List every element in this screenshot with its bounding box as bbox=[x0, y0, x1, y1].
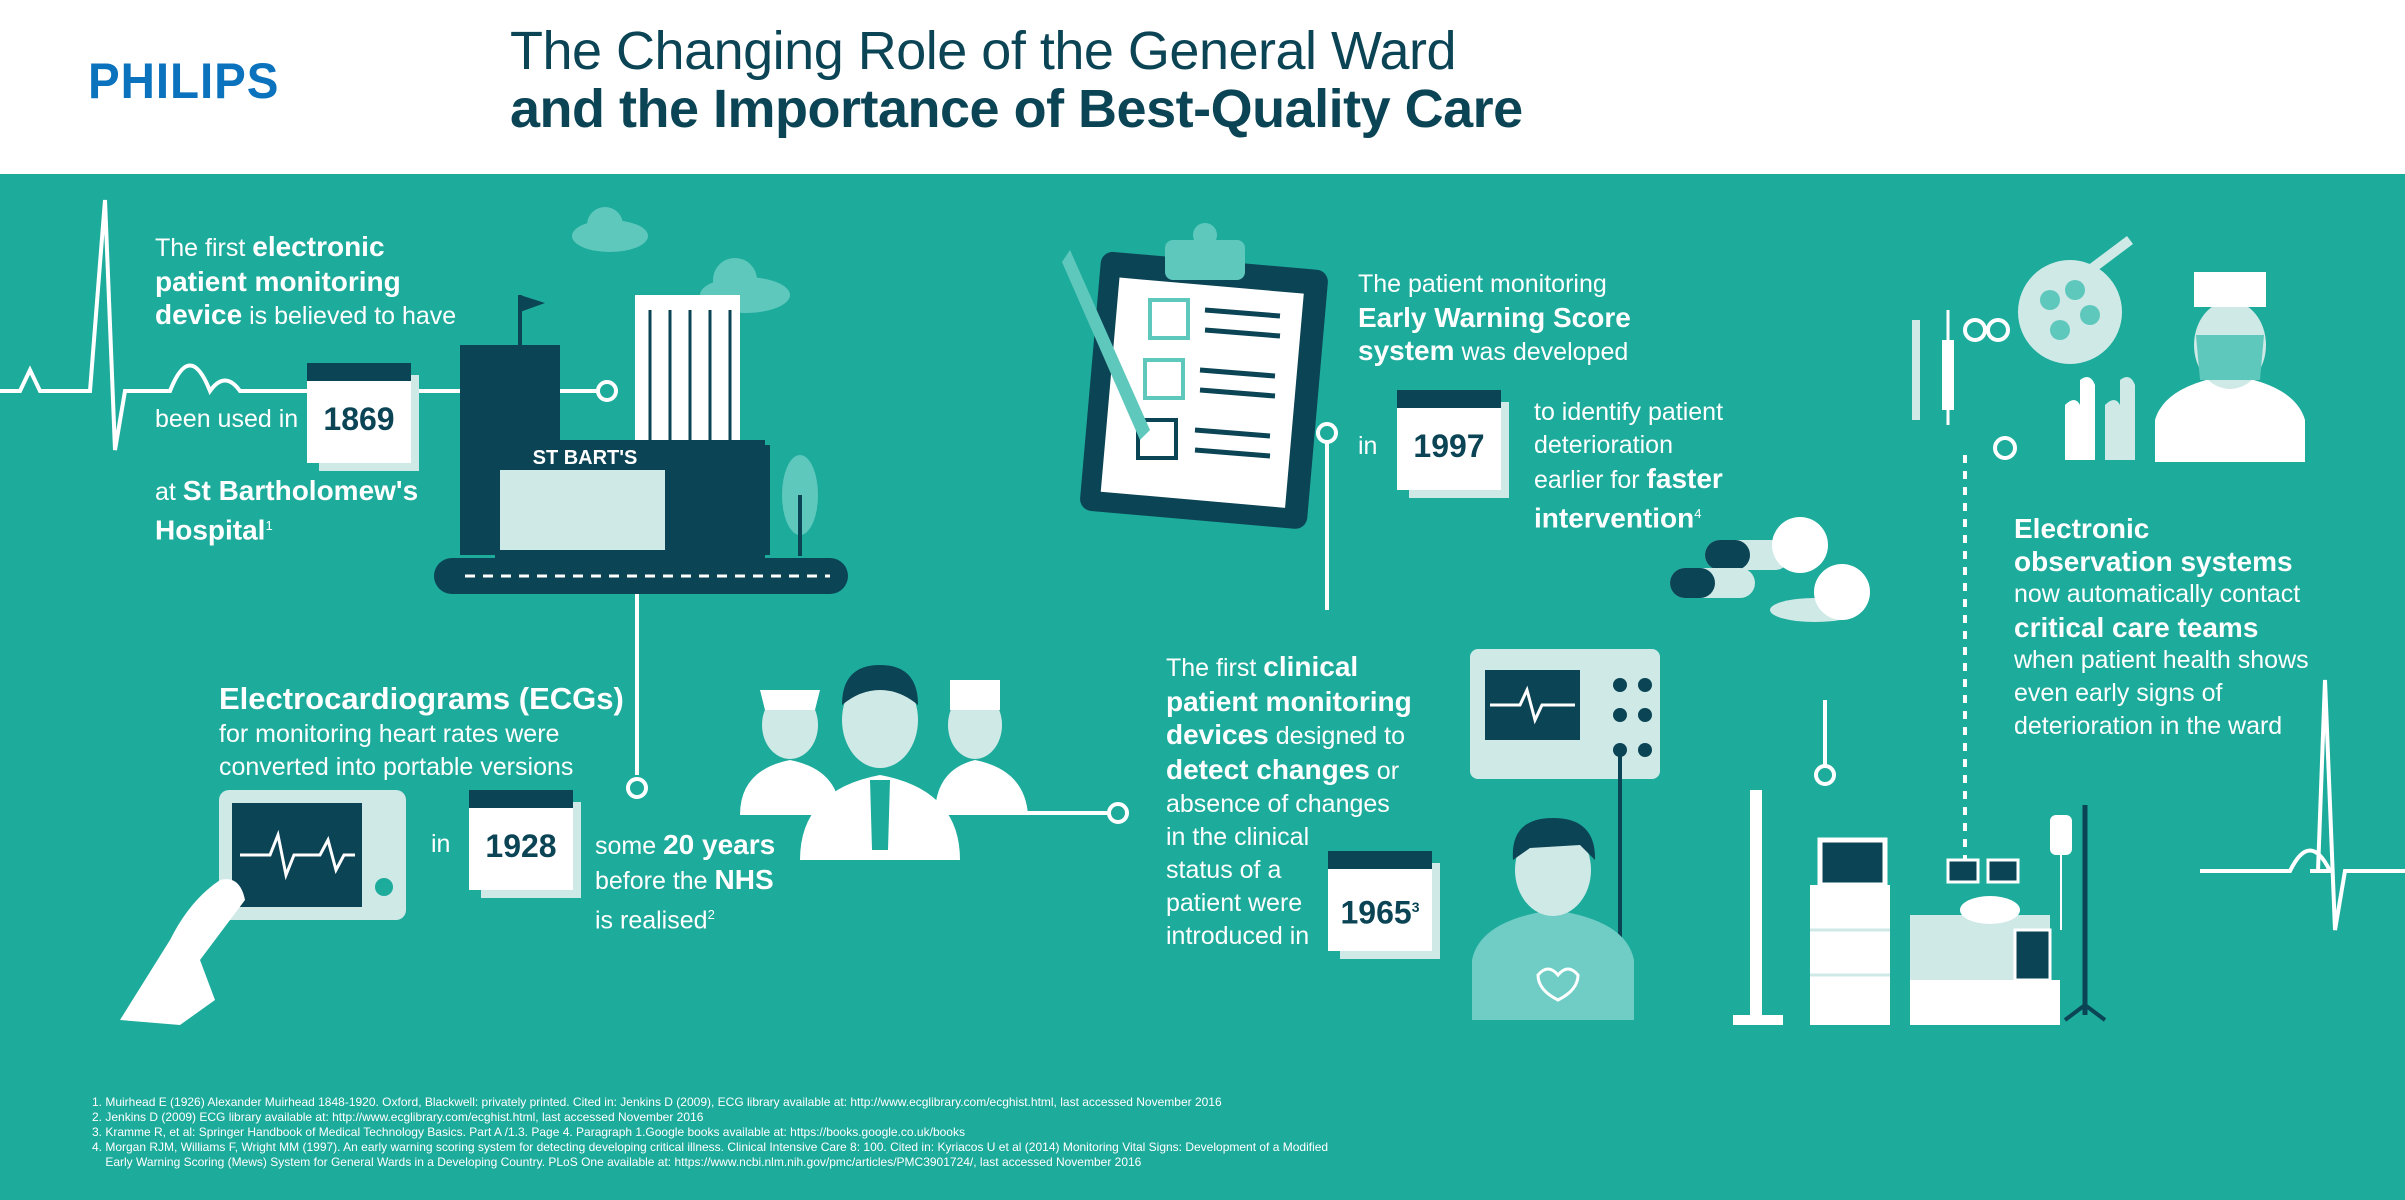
footnote-ref: 4 bbox=[1694, 506, 1702, 521]
text: at bbox=[155, 478, 183, 506]
year: 1965 bbox=[1340, 894, 1412, 931]
title-line-1: The Changing Role of the General Ward bbox=[510, 21, 1457, 81]
year-1869-calendar: 1869 bbox=[307, 363, 411, 463]
text: clinical bbox=[1263, 651, 1359, 682]
year-1997-calendar: 1997 bbox=[1397, 390, 1501, 490]
in-label: in bbox=[431, 830, 451, 858]
year-1928-calendar: 1928 bbox=[469, 790, 573, 890]
hospital-sign: ST BART'S bbox=[532, 447, 638, 469]
text: intervention bbox=[1534, 502, 1695, 534]
ews-purpose-text: to identify patient deterioration earlie… bbox=[1534, 396, 1723, 536]
event-1997-text: The patient monitoring Early Warning Sco… bbox=[1358, 268, 1631, 369]
text: earlier for bbox=[1534, 466, 1647, 494]
text: to identify patient bbox=[1534, 398, 1724, 426]
text: absence of changes bbox=[1166, 790, 1390, 818]
text: detect changes bbox=[1166, 754, 1370, 785]
nhs-text: some 20 years before the NHS is realised… bbox=[595, 828, 775, 937]
text: now automatically contact bbox=[2014, 580, 2301, 608]
text: device bbox=[155, 299, 243, 330]
text: devices bbox=[1166, 719, 1269, 750]
text: The patient monitoring bbox=[1358, 270, 1607, 298]
footnote: 1. Muirhead E (1926) Alexander Muirhead … bbox=[92, 1095, 1222, 1109]
text: designed to bbox=[1268, 722, 1405, 750]
year-1965-calendar: 19653 bbox=[1328, 851, 1432, 951]
text: in the clinical bbox=[1166, 823, 1310, 851]
title-line-2: and the Importance of Best-Quality Care bbox=[510, 79, 1523, 139]
text: is believed to have bbox=[242, 302, 457, 330]
header: PHILIPS The Changing Role of the General… bbox=[0, 0, 2405, 174]
text: faster bbox=[1646, 463, 1723, 494]
text: even early signs of bbox=[2014, 679, 2223, 707]
nurse-figure-icon bbox=[1472, 818, 1634, 1020]
text: critical care teams bbox=[2014, 612, 2259, 643]
portable-ecg-monitor-icon bbox=[120, 790, 406, 1025]
text: or bbox=[1369, 757, 1400, 785]
text: patient monitoring bbox=[155, 266, 401, 297]
text: when patient health shows bbox=[2014, 646, 2309, 674]
been-used-in: been used in bbox=[155, 405, 299, 433]
clipboard-icon bbox=[1062, 223, 1338, 610]
text: introduced in bbox=[1166, 922, 1310, 950]
event-1869-text: The first electronic patient monitoring … bbox=[155, 230, 456, 333]
illustration bbox=[0, 199, 2405, 1025]
footnote: 2. Jenkins D (2009) ECG library availabl… bbox=[92, 1110, 704, 1124]
hospital-building-icon bbox=[434, 295, 848, 799]
text: 20 years bbox=[663, 829, 776, 860]
text: status of a bbox=[1166, 856, 1282, 884]
text: patient monitoring bbox=[1166, 686, 1412, 717]
text: Electronic bbox=[2014, 513, 2150, 544]
footnote-ref: 3 bbox=[1411, 899, 1420, 915]
philips-logo: PHILIPS bbox=[88, 53, 280, 109]
ecg-line-left bbox=[0, 199, 2405, 931]
text: NHS bbox=[714, 864, 774, 895]
text: The first bbox=[155, 234, 253, 262]
electronic-observation-text: Electronic observation systems now autom… bbox=[2014, 512, 2309, 743]
text: Electrocardiograms (ECGs) bbox=[219, 681, 624, 716]
in-label: in bbox=[1358, 432, 1378, 460]
event-1928-text: Electrocardiograms (ECGs) for monitoring… bbox=[219, 680, 624, 784]
ward-bed-scene-icon bbox=[1733, 455, 2107, 1025]
text: observation systems bbox=[2014, 546, 2293, 577]
text: before the bbox=[595, 867, 715, 895]
text: electronic bbox=[252, 231, 385, 262]
text: some bbox=[595, 832, 664, 860]
text: system bbox=[1358, 335, 1455, 366]
text: patient were bbox=[1166, 889, 1303, 917]
medical-staff-icon bbox=[740, 665, 1129, 860]
footnote: 4. Morgan RJM, Williams F, Wright MM (19… bbox=[92, 1140, 1329, 1154]
text: is realised bbox=[595, 906, 708, 935]
footnote-ref: 2 bbox=[707, 907, 715, 922]
footnotes: 1. Muirhead E (1926) Alexander Muirhead … bbox=[92, 1095, 1328, 1170]
text: for monitoring heart rates were bbox=[219, 720, 560, 748]
st-barts-text: at St Bartholomew's Hospital1 bbox=[155, 474, 418, 548]
footnote-ref: 1 bbox=[265, 518, 273, 533]
text: St Bartholomew's bbox=[182, 475, 419, 506]
footnote: Early Warning Scoring (Mews) System for … bbox=[92, 1155, 1142, 1169]
patient-monitor-device-icon bbox=[1470, 649, 1660, 960]
text: Early Warning Score bbox=[1358, 302, 1631, 333]
footnote: 3. Kramme R, et al: Springer Handbook of… bbox=[92, 1125, 965, 1139]
text: The first bbox=[1166, 654, 1264, 682]
text: deterioration bbox=[1534, 431, 1673, 459]
text: Hospital bbox=[155, 514, 266, 546]
text: was developed bbox=[1454, 338, 1629, 366]
text: deterioration in the ward bbox=[2014, 712, 2283, 740]
pills-icon bbox=[1670, 517, 1870, 622]
event-1965-text: The first clinical patient monitoring de… bbox=[1166, 650, 1412, 953]
surgical-tools-icon bbox=[1912, 236, 2305, 462]
text: converted into portable versions bbox=[219, 753, 574, 781]
